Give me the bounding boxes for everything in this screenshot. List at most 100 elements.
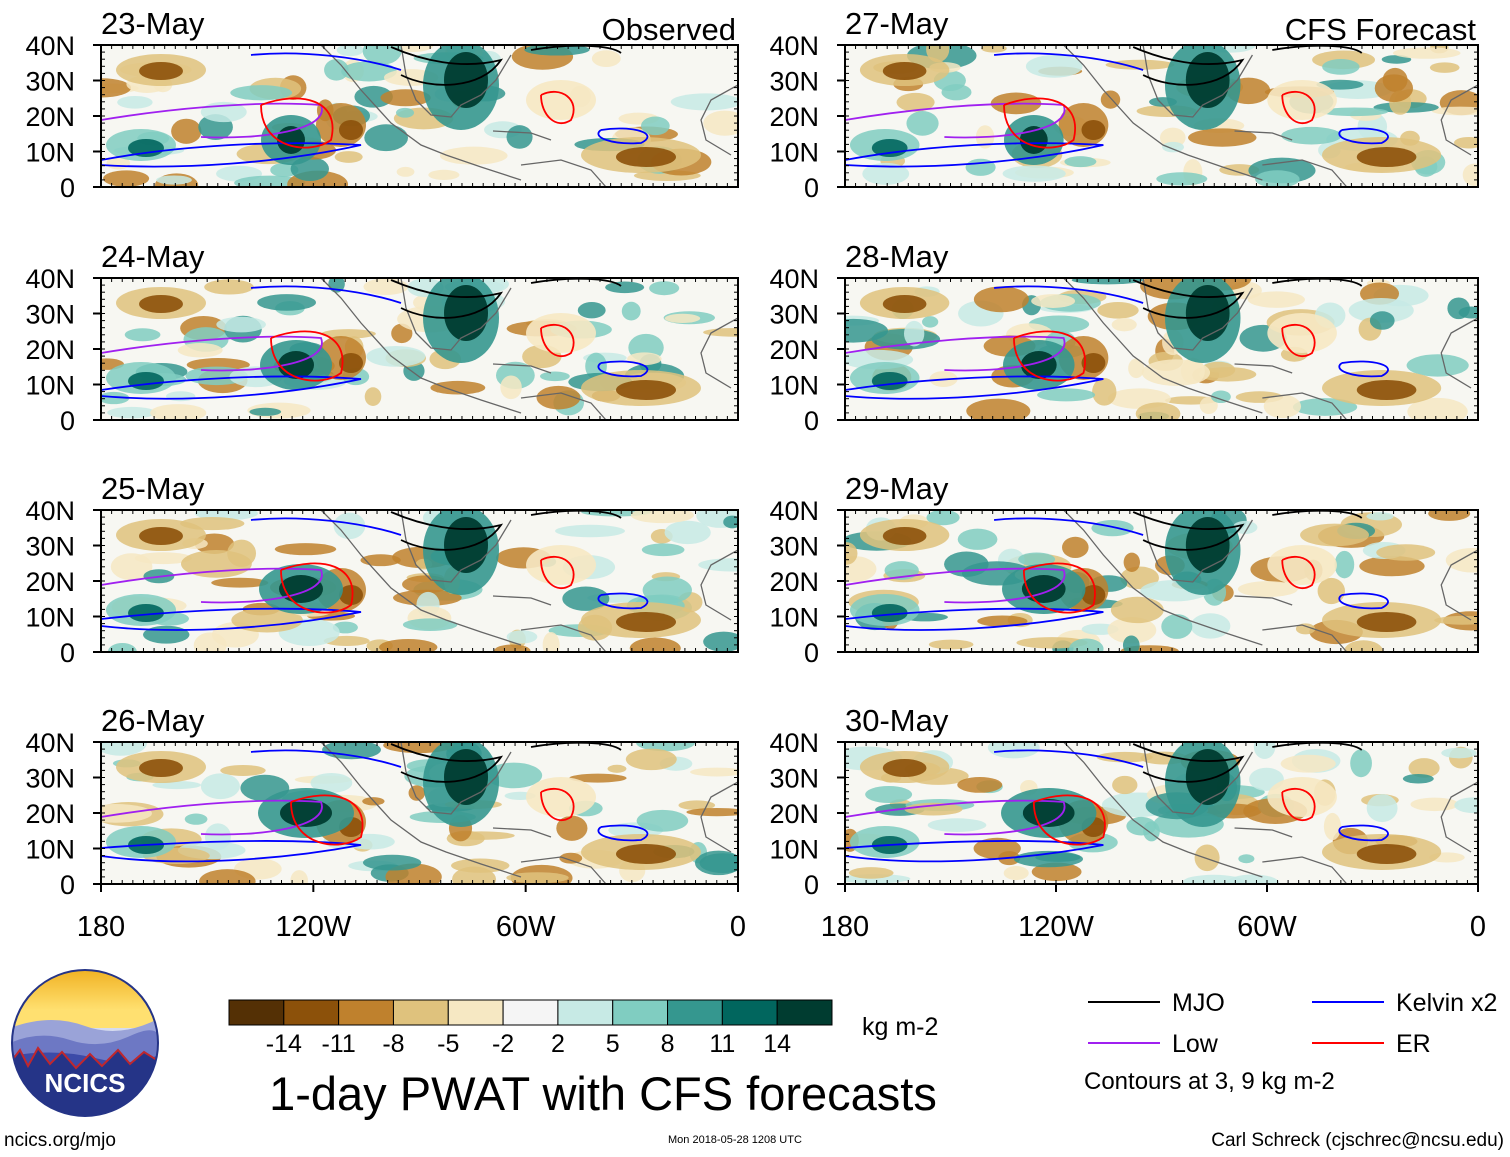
legend-item: Low: [1088, 1030, 1219, 1058]
coastlines: [1063, 510, 1478, 652]
panel-date-label: 26-May: [101, 703, 205, 738]
colorbar-swatch: [776, 999, 833, 1026]
colorbar-swatch: [721, 999, 778, 1026]
wave-contours: [101, 510, 649, 631]
wave-contours: [845, 510, 1389, 631]
panel-type-label: CFS Forecast: [1285, 12, 1477, 47]
colorbar-tick-label: -8: [382, 1030, 404, 1058]
tick-marks: [101, 278, 738, 420]
legend-label: ER: [1396, 1030, 1431, 1058]
map-panel: 23-May Observed 40N 30N 20N 10N 0: [25, 6, 739, 203]
lat-tick-label: 30N: [25, 67, 75, 97]
pwat-anomaly-field: [845, 278, 1478, 420]
lat-tick-label: 40N: [25, 31, 75, 61]
lat-tick-label: 10N: [25, 371, 75, 401]
colorbar-tick-label: 8: [661, 1030, 675, 1058]
coastlines: [320, 510, 738, 652]
lon-tick-label: 0: [730, 911, 746, 943]
lat-tick-label: 0: [804, 173, 819, 203]
lat-tick-label: 10N: [25, 138, 75, 168]
pwat-anomaly-field: [845, 742, 1478, 884]
lat-tick-label: 0: [60, 406, 75, 436]
logo-text: NCICS: [45, 1068, 126, 1098]
colorbar-swatch: [667, 999, 723, 1026]
tick-marks: [101, 742, 738, 884]
colorbar-swatch: [228, 999, 285, 1026]
lat-tick-label: 10N: [769, 371, 819, 401]
pwat-anomaly-field: [101, 45, 738, 187]
lat-tick-label: 0: [804, 406, 819, 436]
ncics-logo[interactable]: NCICS: [10, 968, 160, 1118]
map-panel: 29-May 40N 30N 20N 10N 0: [769, 471, 1479, 668]
lat-tick-label: 40N: [769, 31, 819, 61]
lon-tick-label: 180: [821, 911, 869, 943]
legend-item: ER: [1312, 1030, 1431, 1058]
lat-tick-label: 0: [60, 638, 75, 668]
panel-date-label: 24-May: [101, 239, 205, 274]
coastlines: [1063, 278, 1478, 420]
lat-tick-label: 40N: [769, 728, 819, 758]
panel-date-label: 29-May: [845, 471, 949, 506]
colorbar-tick-label: 5: [606, 1030, 620, 1058]
figure-title: 1-day PWAT with CFS forecasts: [269, 1067, 937, 1120]
contour-note: Contours at 3, 9 kg m-2: [1084, 1068, 1335, 1095]
pwat-anomaly-field: [101, 510, 738, 652]
map-panel: 25-May 40N 30N 20N 10N 0: [25, 471, 739, 668]
colorbar: -14 -11 -8 -5 -2 2 5 8 11 14 kg m-2 1-day PWAT with…: [228, 999, 938, 1120]
pwat-anomaly-field: [845, 510, 1478, 652]
map-panel: 28-May 40N 30N 20N 10N 0: [769, 239, 1479, 436]
lat-tick-label: 20N: [769, 335, 819, 365]
colorbar-tick-label: 11: [709, 1030, 735, 1058]
lat-tick-label: 30N: [769, 764, 819, 794]
lat-tick-label: 30N: [25, 300, 75, 330]
lat-tick-label: 10N: [769, 603, 819, 633]
colorbar-swatch: [557, 999, 614, 1026]
colorbar-swatch: [447, 999, 504, 1026]
lon-tick-label: 120W: [275, 911, 351, 943]
tick-marks: [845, 742, 1478, 884]
map-panels: 23-May Observed40N30N20N10N024-May40N30N2…: [25, 6, 1486, 943]
coastlines: [320, 742, 738, 884]
lat-tick-label: 10N: [25, 835, 75, 865]
colorbar-units: kg m-2: [862, 1013, 938, 1041]
legend-label: MJO: [1172, 989, 1225, 1017]
tick-marks: [845, 45, 1478, 187]
coastlines: [1063, 45, 1478, 187]
lat-tick-label: 30N: [769, 300, 819, 330]
lat-tick-label: 40N: [769, 496, 819, 526]
pwat-anomaly-field: [101, 742, 738, 884]
lat-tick-label: 0: [60, 870, 75, 900]
lat-tick-label: 0: [804, 638, 819, 668]
colorbar-tick-label: -11: [321, 1030, 355, 1058]
lat-tick-label: 20N: [25, 567, 75, 597]
colorbar-swatch: [338, 999, 394, 1026]
coastlines: [320, 278, 738, 420]
coastlines: [1063, 742, 1478, 884]
footer-author: Carl Schreck (cjschrec@ncsu.edu): [1211, 1130, 1504, 1151]
colorbar-tick-label: 2: [551, 1030, 565, 1058]
panel-date-label: 25-May: [101, 471, 205, 506]
lat-tick-label: 20N: [769, 102, 819, 132]
colorbar-swatch: [283, 999, 340, 1026]
lat-tick-label: 10N: [769, 138, 819, 168]
colorbar-swatch: [612, 999, 669, 1026]
legend-item: MJO: [1088, 989, 1225, 1017]
footer-url[interactable]: ncics.org/mjo: [4, 1130, 116, 1151]
colorbar-tick-label: -2: [492, 1030, 514, 1058]
lat-tick-label: 40N: [25, 728, 75, 758]
tick-marks: [845, 510, 1478, 652]
tick-marks: [845, 278, 1478, 420]
lat-tick-label: 40N: [25, 264, 75, 294]
lat-tick-label: 40N: [25, 496, 75, 526]
lat-tick-label: 30N: [25, 764, 75, 794]
pwat-anomaly-field: [845, 45, 1478, 187]
colorbar-swatch: [392, 999, 449, 1026]
lon-tick-label: 60W: [496, 911, 556, 943]
lat-tick-label: 20N: [25, 102, 75, 132]
map-panel: 27-May CFS Forecast 40N 30N 20N 10N 0: [769, 6, 1479, 203]
wave-contours: [845, 278, 1389, 400]
wave-contours: [845, 742, 1389, 863]
tick-marks: [101, 45, 738, 187]
